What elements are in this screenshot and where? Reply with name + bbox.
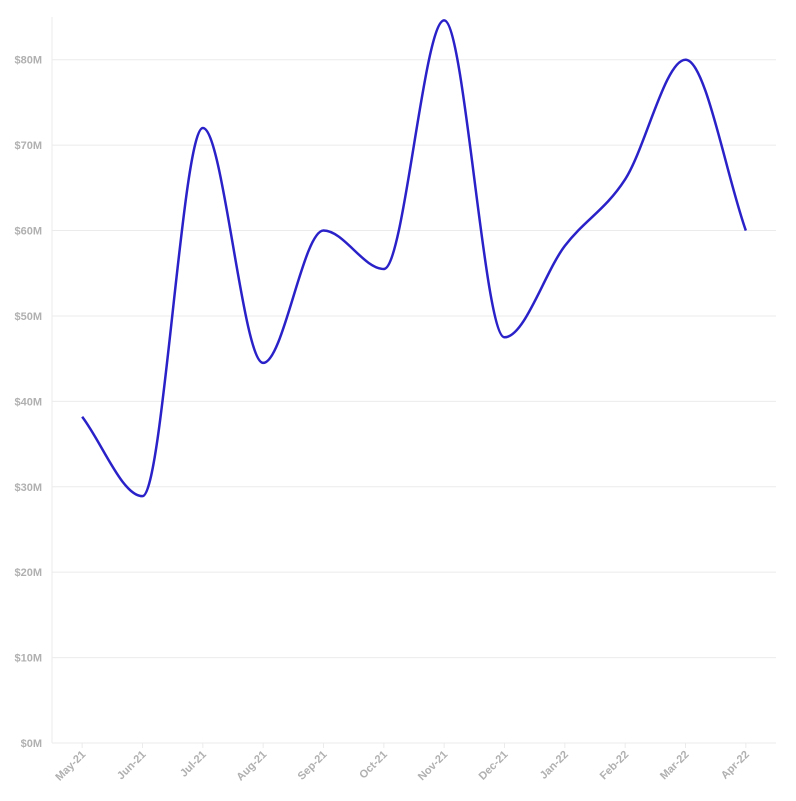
x-tick-label: Aug-21 xyxy=(234,749,269,784)
y-tick-label: $10M xyxy=(14,653,42,665)
x-tick-label: Jun-21 xyxy=(115,749,149,783)
x-tick-label: Mar-22 xyxy=(658,749,692,783)
x-tick-label: Dec-21 xyxy=(477,749,511,783)
y-tick-label: $40M xyxy=(14,396,42,408)
x-tick-label: Feb-22 xyxy=(598,749,632,783)
line-series xyxy=(81,19,748,498)
x-tick-label: Jul-21 xyxy=(178,749,209,780)
x-tick-label: Oct-21 xyxy=(357,749,390,782)
y-tick-label: $80M xyxy=(14,55,42,67)
y-tick-label: $20M xyxy=(14,567,42,579)
x-tick-label: May-21 xyxy=(53,749,88,784)
x-tick-label: Apr-22 xyxy=(719,749,752,782)
y-tick-label: $70M xyxy=(14,140,42,152)
y-tick-label: $0M xyxy=(21,738,42,750)
x-tick-label: Jan-22 xyxy=(538,749,571,782)
y-tick-label: $60M xyxy=(14,226,42,238)
y-tick-label: $50M xyxy=(14,311,42,323)
x-tick-label: Nov-21 xyxy=(416,749,450,783)
x-tick-label: Sep-21 xyxy=(296,749,330,783)
y-tick-label: $30M xyxy=(14,482,42,494)
